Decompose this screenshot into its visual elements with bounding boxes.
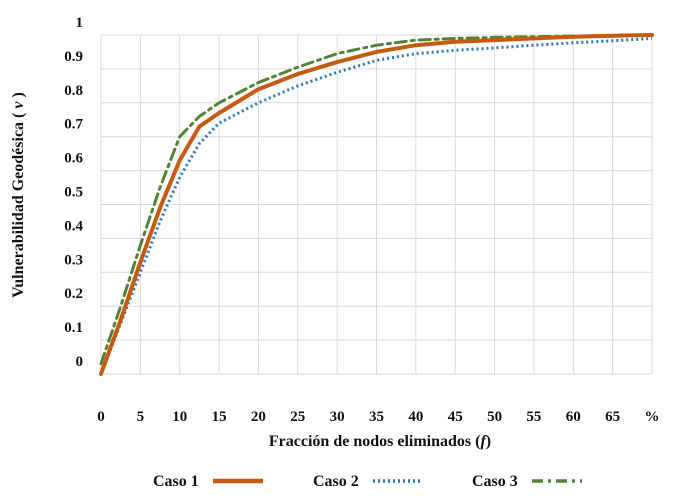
y-tick-label: 0.4 xyxy=(64,218,83,234)
x-tick-label: 0 xyxy=(97,409,105,425)
legend: Caso 1 Caso 2 Caso 3 xyxy=(153,473,582,490)
x-axis-symbol: f xyxy=(480,433,487,450)
x-tick-label: 45 xyxy=(448,409,463,425)
x-tick-label: % xyxy=(645,409,660,425)
x-tick-label: 30 xyxy=(330,409,345,425)
x-tick-label: 15 xyxy=(212,409,227,425)
y-tick-label: 0.9 xyxy=(64,49,83,65)
legend-label: Caso 2 xyxy=(313,473,359,490)
y-tick-label: 0.8 xyxy=(64,83,83,99)
y-tick-label: 0.2 xyxy=(64,286,83,302)
y-tick-label: 0.6 xyxy=(64,151,83,167)
legend-label: Caso 3 xyxy=(472,473,518,490)
legend-item-1: Caso 1 xyxy=(153,473,263,490)
x-axis-ticks: 0 5 10 15 20 25 30 35 40 45 50 55 60 65% xyxy=(97,409,659,425)
y-tick-label: 0.5 xyxy=(64,185,83,201)
grid xyxy=(100,34,653,375)
x-tick-label: 50 xyxy=(487,409,502,425)
x-tick-label: 55 xyxy=(526,409,541,425)
y-axis-paren-open: ( xyxy=(10,109,27,122)
y-tick-label: 0.1 xyxy=(64,320,83,336)
y-axis-ticks: 0 0.1 0.2 0.3 0.4 0.5 0.6 0.7 0.8 0.9 1 xyxy=(64,15,83,370)
legend-label: Caso 1 xyxy=(153,473,199,490)
y-tick-label: 1 xyxy=(76,15,84,31)
x-tick-label: 40 xyxy=(408,409,423,425)
legend-item-2: Caso 2 xyxy=(313,473,423,490)
y-tick-label: 0.7 xyxy=(64,117,83,133)
y-tick-label: 0 xyxy=(76,354,84,370)
x-axis-label: Fracción de nodos eliminados xyxy=(269,433,471,450)
x-axis-paren-open: ( xyxy=(471,433,480,450)
y-axis-symbol: v xyxy=(10,101,27,109)
y-tick-label: 0.3 xyxy=(64,252,83,268)
x-axis-title: Fracción de nodos eliminados (f) xyxy=(269,433,491,450)
x-axis-paren-close: ) xyxy=(486,433,491,450)
series-lines xyxy=(99,33,654,376)
legend-item-3: Caso 3 xyxy=(472,473,582,490)
x-tick-label: 65 xyxy=(605,409,620,425)
x-tick-label: 35 xyxy=(369,409,384,425)
series-line-1 xyxy=(99,33,654,376)
y-axis-paren-close: ) xyxy=(10,92,27,101)
y-axis-label: Vulnerabilidad Geodésica xyxy=(10,122,27,298)
x-tick-label: 10 xyxy=(172,409,187,425)
x-tick-label: 25 xyxy=(290,409,305,425)
x-tick-label: 20 xyxy=(251,409,266,425)
x-tick-label: 5 xyxy=(137,409,145,425)
y-axis-title: Vulnerabilidad Geodésica ( v ) xyxy=(10,92,27,298)
x-tick-label: 60 xyxy=(566,409,581,425)
